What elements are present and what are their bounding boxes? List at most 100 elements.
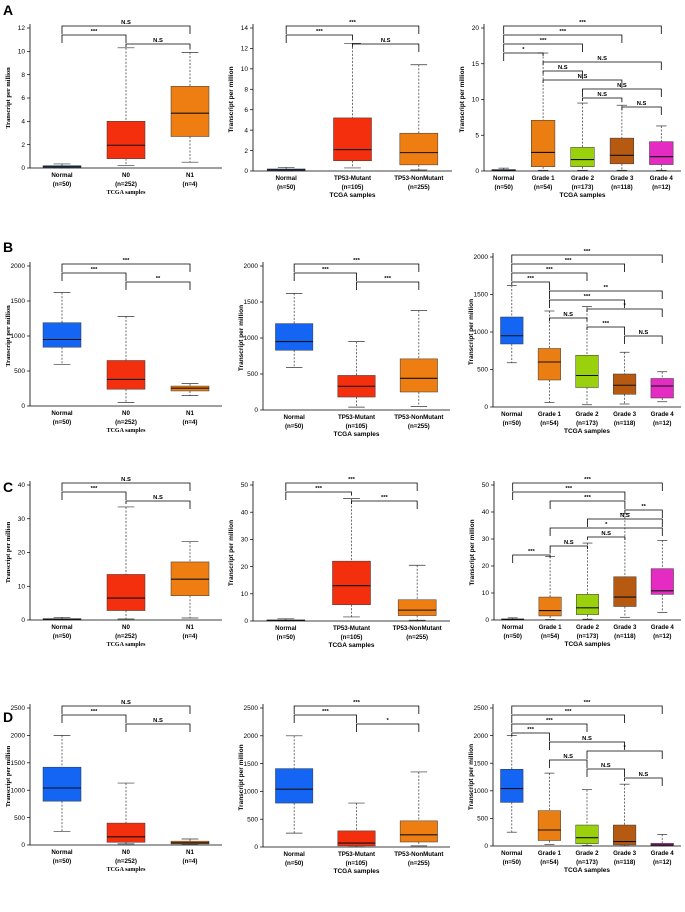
significance-label: *** <box>91 267 99 273</box>
x-axis-label: TCGA samples <box>560 192 606 199</box>
significance-label: *** <box>602 321 610 327</box>
sample-count-label: (n=252) <box>115 633 137 640</box>
box-grade-4 <box>649 141 674 165</box>
sample-count-label: (n=50) <box>53 419 71 426</box>
box-n0 <box>106 360 146 390</box>
chart-b1: 0 500 1000 1500 2000 Transcript per million No… <box>5 258 222 434</box>
sample-count-label: (n=50) <box>285 860 303 867</box>
significance-bracket <box>61 482 191 491</box>
box-grade-2 <box>575 355 599 388</box>
significance-bracket <box>512 554 551 563</box>
y-axis-label: Transcript per million <box>468 299 475 365</box>
sample-count-label: (n=252) <box>115 419 137 426</box>
category-label: N0 <box>122 624 130 631</box>
significance-bracket <box>61 705 191 714</box>
significance-bracket <box>61 34 127 43</box>
sample-count-label: (n=54) <box>534 184 552 191</box>
y-tick-label: 500 <box>477 816 488 823</box>
significance-bracket <box>582 88 662 97</box>
sample-count-label: (n=50) <box>285 423 303 430</box>
significance-label: *** <box>565 258 573 264</box>
panel-letter-c: C <box>3 479 13 495</box>
significance-label: *** <box>579 20 587 26</box>
y-tick-label: 2000 <box>11 733 26 740</box>
y-tick-label: 1000 <box>474 329 489 336</box>
significance-bracket <box>125 43 191 50</box>
y-tick-label: 2000 <box>474 254 489 261</box>
chart-c2: 0 10 20 30 40 50 Transcript per million Normal (… <box>228 477 450 649</box>
box-n0 <box>106 822 146 843</box>
significance-bracket <box>511 705 663 714</box>
x-axis-label: TCGA samples <box>107 867 147 873</box>
box-tp53-nonmutant <box>399 358 438 393</box>
significance-bracket <box>586 750 663 759</box>
y-tick-label: 30 <box>18 516 26 523</box>
significance-bracket <box>61 272 127 281</box>
significance-bracket <box>61 491 127 500</box>
significance-bracket <box>285 25 420 34</box>
significance-bracket <box>511 263 625 272</box>
y-tick-label: 1000 <box>11 787 26 794</box>
significance-bracket <box>586 768 625 777</box>
category-label: N1 <box>186 172 194 179</box>
significance-bracket <box>549 500 626 509</box>
y-tick-label: 10 <box>482 590 490 597</box>
sample-count-label: (n=4) <box>183 633 198 640</box>
sample-count-label: (n=173) <box>576 420 598 427</box>
chart-b3: 0 500 1000 1500 2000 Transcript per million No… <box>468 249 681 435</box>
sample-count-label: (n=105) <box>346 423 368 430</box>
significance-label: N.S <box>578 74 588 80</box>
sample-count-label: (n=50) <box>53 181 71 188</box>
y-tick-label: 12 <box>18 25 26 32</box>
category-label: Normal <box>493 175 515 182</box>
y-tick-label: 10 <box>241 591 249 598</box>
sample-count-label: (n=118) <box>614 633 636 640</box>
y-tick-label: 1500 <box>244 761 259 768</box>
y-tick-label: 0 <box>475 168 479 175</box>
y-tick-label: 1500 <box>11 760 26 767</box>
significance-label: N.S <box>563 312 573 318</box>
y-axis-label: Transcript per million <box>238 305 245 371</box>
x-axis-label: TCGA samples <box>334 868 380 875</box>
significance-bracket <box>512 482 663 491</box>
significance-bracket <box>549 290 663 299</box>
sample-count-label: (n=255) <box>408 860 430 867</box>
y-tick-label: 1000 <box>244 335 259 342</box>
y-tick-label: 2500 <box>244 705 259 712</box>
category-label: Normal <box>51 624 73 631</box>
significance-label: *** <box>316 29 324 35</box>
significance-label: *** <box>584 294 592 300</box>
box-grade-1 <box>537 810 561 841</box>
category-label: TP53-Mutant <box>338 414 375 421</box>
box-grade-3 <box>613 824 637 846</box>
significance-label: ** <box>641 504 646 510</box>
y-axis-label: Transcript per million <box>228 66 235 132</box>
significance-label: *** <box>584 249 592 255</box>
y-tick-label: 40 <box>241 509 249 516</box>
category-label: Grade 4 <box>651 624 675 631</box>
significance-bracket <box>586 308 663 317</box>
sample-count-label: (n=50) <box>277 184 295 191</box>
significance-bracket <box>511 714 625 723</box>
significance-label: *** <box>546 718 554 724</box>
significance-label: N.S <box>381 38 391 44</box>
significance-label: *** <box>91 709 99 715</box>
y-tick-label: 50 <box>482 482 490 489</box>
category-label: Grade 1 <box>539 624 563 631</box>
category-label: TP53-NonMutant <box>394 175 443 182</box>
category-label: Grade 1 <box>538 411 562 418</box>
significance-bracket <box>511 732 550 741</box>
sample-count-label: (n=105) <box>346 860 368 867</box>
x-axis-label: TCGA samples <box>107 190 147 196</box>
significance-bracket <box>512 491 626 500</box>
significance-label: *** <box>584 700 592 706</box>
significance-bracket <box>549 759 588 768</box>
y-tick-label: 2 <box>21 142 25 149</box>
significance-bracket <box>61 25 191 34</box>
panel-letter-d: D <box>3 709 13 725</box>
box-grade-4 <box>650 378 674 399</box>
box-tp53-nonmutant <box>397 599 437 616</box>
significance-bracket <box>125 723 191 732</box>
significance-label: N.S <box>563 754 573 760</box>
sample-count-label: (n=173) <box>572 184 594 191</box>
